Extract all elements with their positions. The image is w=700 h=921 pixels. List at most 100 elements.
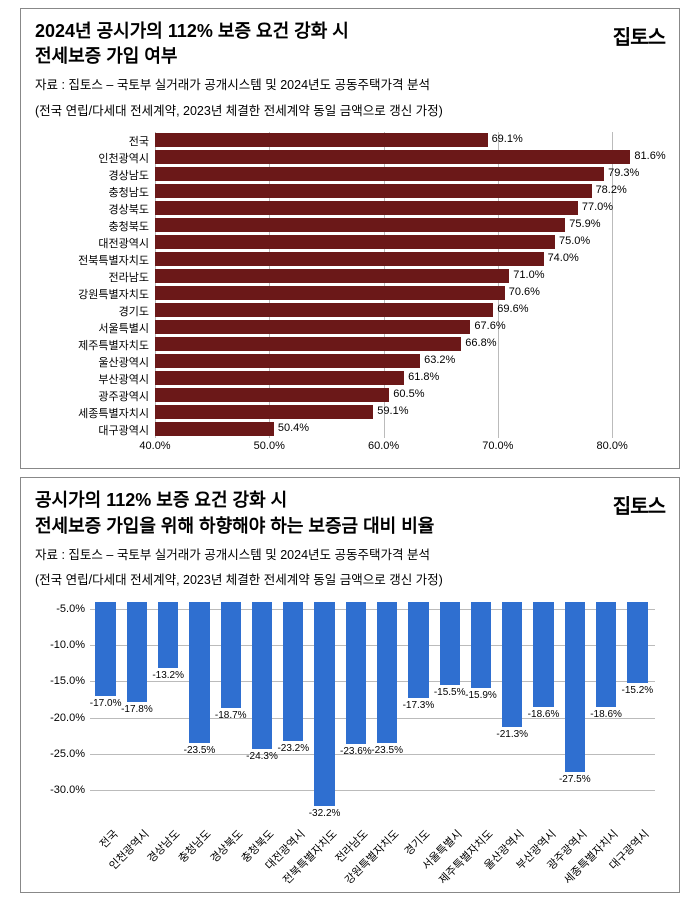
chart1-value: 75.0% xyxy=(559,235,590,247)
chart1-row: 강원특별자치도 70.6% xyxy=(35,285,665,302)
chart1-bar xyxy=(155,388,389,402)
chart2-bar xyxy=(408,602,428,698)
chart1-bar xyxy=(155,303,493,317)
chart2-value: -15.5% xyxy=(434,687,466,698)
chart1-row: 경상남도79.3% xyxy=(35,166,665,183)
chart2-col: -13.2% xyxy=(158,602,178,812)
chart2-bar xyxy=(252,602,272,749)
chart1-row: 제주특별자치도 66.8% xyxy=(35,336,665,353)
chart1-row-label: 전국 xyxy=(35,133,155,149)
chart1-row-label: 전라남도 xyxy=(35,269,155,285)
chart1-row: 광주광역시 60.5% xyxy=(35,387,665,404)
chart1-value: 70.6% xyxy=(509,286,540,298)
chart2-value: -18.7% xyxy=(215,710,247,721)
chart1-row-label: 인천광역시 xyxy=(35,150,155,166)
chart2-col: -15.9% xyxy=(471,602,491,812)
chart2-value: -13.2% xyxy=(152,670,184,681)
chart2-value: -24.3% xyxy=(246,751,278,762)
chart1-row: 울산광역시63.2% xyxy=(35,353,665,370)
chart2-ytick: -20.0% xyxy=(35,712,85,724)
chart2-value: -23.5% xyxy=(184,745,216,756)
chart2-bar xyxy=(471,602,491,688)
chart1-bar xyxy=(155,184,592,198)
chart1-row-label: 경상북도 xyxy=(35,201,155,217)
chart1-value: 78.2% xyxy=(596,184,627,196)
chart1-value: 60.5% xyxy=(393,388,424,400)
chart2-title1: 공시가의 112% 보증 요건 강화 시 xyxy=(35,488,665,513)
chart2-value: -15.9% xyxy=(465,690,497,701)
chart1-xtick: 70.0% xyxy=(482,440,513,458)
chart1-xtick: 50.0% xyxy=(254,440,285,458)
chart2-col: -18.7% xyxy=(221,602,241,812)
logo: 집토스 xyxy=(613,21,665,50)
chart2-value: -23.6% xyxy=(340,746,372,757)
chart1-row: 서울특별시 67.6% xyxy=(35,319,665,336)
chart1-row-label: 광주광역시 xyxy=(35,388,155,404)
chart1-title2: 전세보증 가입 여부 xyxy=(35,44,665,69)
chart1-row-label: 대전광역시 xyxy=(35,235,155,251)
chart2-col: -15.5% xyxy=(440,602,460,812)
chart1-value: 81.6% xyxy=(634,150,665,162)
chart1-row-label: 부산광역시 xyxy=(35,371,155,387)
chart2-bar xyxy=(440,602,460,685)
chart1-row-label: 경기도 xyxy=(35,303,155,319)
chart2-plot: -17.0%-17.8%-13.2%-23.5%-18.7%-24.3%-23.… xyxy=(35,602,665,882)
chart1-row-label: 세종특별자치시 xyxy=(35,405,155,421)
chart2-ytick: -10.0% xyxy=(35,639,85,651)
chart2-col: -24.3% xyxy=(252,602,272,812)
chart2-col: -18.6% xyxy=(596,602,616,812)
chart1-bar xyxy=(155,218,565,232)
chart2-bar xyxy=(627,602,647,683)
chart1-row-label: 대구광역시 xyxy=(35,422,155,438)
chart2-bar xyxy=(377,602,397,743)
chart1-value: 69.1% xyxy=(492,133,523,145)
chart1-bar xyxy=(155,269,509,283)
chart1-bar xyxy=(155,337,461,351)
chart2-xlabel: 경상북도 xyxy=(206,826,246,866)
chart1-bar xyxy=(155,252,544,266)
chart2-panel: 집토스 공시가의 112% 보증 요건 강화 시 전세보증 가입을 위해 하향해… xyxy=(20,477,680,892)
chart2-col: -17.3% xyxy=(408,602,428,812)
chart2-bar xyxy=(127,602,147,702)
chart1-row: 전국 69.1% xyxy=(35,132,665,149)
chart2-bar xyxy=(314,602,334,806)
chart2-col: -23.5% xyxy=(377,602,397,812)
chart1-value: 67.6% xyxy=(474,320,505,332)
chart1-value: 50.4% xyxy=(278,422,309,434)
chart2-col: -23.6% xyxy=(346,602,366,812)
chart1-row: 대전광역시 75.0% xyxy=(35,234,665,251)
chart1-bar xyxy=(155,133,488,147)
chart2-value: -23.2% xyxy=(277,743,309,754)
chart2-value: -32.2% xyxy=(309,808,341,819)
chart2-source2: (전국 연립/다세대 전세계약, 2023년 체결한 전세계약 동일 금액으로 … xyxy=(35,572,665,590)
chart1-xtick: 60.0% xyxy=(368,440,399,458)
chart2-col: -32.2% xyxy=(314,602,334,812)
chart2-xlabel: 경상남도 xyxy=(144,826,184,866)
chart2-col: -23.5% xyxy=(189,602,209,812)
chart1-bar xyxy=(155,201,578,215)
chart1-value: 66.8% xyxy=(465,337,496,349)
chart1-row: 대구광역시 50.4% xyxy=(35,421,665,438)
chart1-panel: 집토스 2024년 공시가의 112% 보증 요건 강화 시 전세보증 가입 여… xyxy=(20,8,680,469)
chart1-row-label: 제주특별자치도 xyxy=(35,337,155,353)
chart1-row-label: 강원특별자치도 xyxy=(35,286,155,302)
chart2-value: -18.6% xyxy=(590,709,622,720)
chart1-row: 인천광역시 81.6% xyxy=(35,149,665,166)
chart2-xlabel: 충청남도 xyxy=(175,826,215,866)
chart2-col: -17.8% xyxy=(127,602,147,812)
chart1-bar xyxy=(155,354,420,368)
chart1-bar xyxy=(155,320,470,334)
chart2-bar xyxy=(283,602,303,741)
chart1-value: 74.0% xyxy=(548,252,579,264)
chart1-bar xyxy=(155,371,404,385)
chart2-ytick: -5.0% xyxy=(35,603,85,615)
chart2-xlabel: 전국 xyxy=(95,826,121,852)
chart2-value: -23.5% xyxy=(371,745,403,756)
chart1-row-label: 충청북도 xyxy=(35,218,155,234)
chart1-value: 75.9% xyxy=(569,218,600,230)
chart1-bar xyxy=(155,286,505,300)
chart2-bar xyxy=(158,602,178,669)
chart1-row: 세종특별자치시59.1% xyxy=(35,404,665,421)
chart1-row-label: 서울특별시 xyxy=(35,320,155,336)
chart2-col: -21.3% xyxy=(502,602,522,812)
